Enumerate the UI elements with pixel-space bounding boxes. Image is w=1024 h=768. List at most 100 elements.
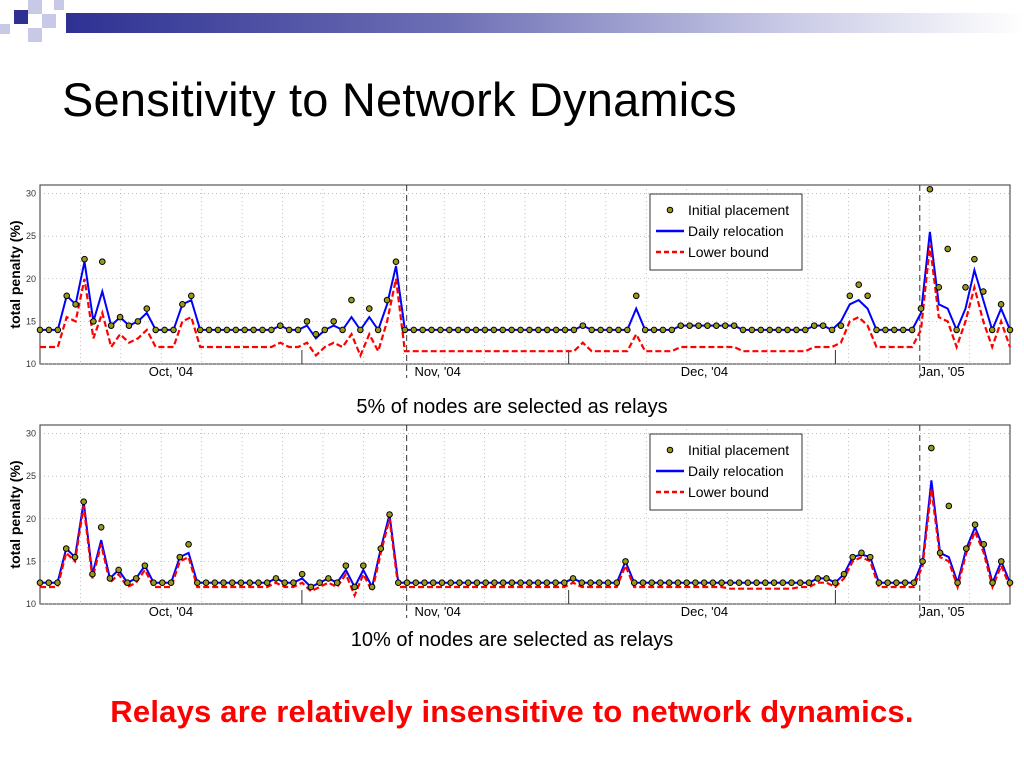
y-tick-label: 25 [26,471,36,481]
legend-entry: Lower bound [688,484,769,500]
series-initial-placement-point [748,326,756,334]
x-month-label: Jan, '05 [920,364,965,379]
series-initial-placement-point [410,326,418,334]
y-tick-label: 10 [26,359,36,369]
series-initial-placement-point [893,579,900,586]
series-initial-placement-point [481,326,489,334]
series-initial-placement-point [713,322,720,329]
series-initial-placement-point [796,579,804,586]
series-initial-placement-point [770,579,778,586]
series-initial-placement-point [437,326,444,334]
series-initial-placement-point [641,326,649,334]
series-initial-placement-point [604,579,612,586]
series-initial-placement-point [686,322,693,329]
series-initial-placement-point [632,292,640,300]
series-initial-placement-point [552,579,559,586]
series-initial-placement-point [793,326,800,334]
series-initial-placement-point [709,579,717,586]
series-initial-placement-point [587,579,594,586]
series-initial-placement-point [54,326,62,334]
series-initial-placement-point [232,326,240,334]
legend-entry: Lower bound [688,244,769,260]
series-initial-placement-point [935,283,943,291]
series-initial-placement-point [45,326,53,334]
series-initial-placement-point [81,255,88,263]
series-initial-placement-point [805,579,813,586]
series-initial-placement-point [1006,579,1014,586]
series-lower-bound-line [40,244,1012,359]
series-initial-placement-point [526,326,533,334]
series-initial-placement-point [526,579,533,586]
series-initial-placement-point [677,322,685,329]
series-initial-placement-point [428,326,435,334]
series-initial-placement-point [360,562,367,569]
series-initial-placement-point [891,326,898,334]
series-initial-placement-point [167,579,175,586]
chart-caption-10-percent: 10% of nodes are selected as relays [350,629,674,651]
series-initial-placement-point [692,579,699,586]
series-initial-placement-point [161,326,168,334]
series-initial-placement-point [831,579,839,586]
series-initial-placement-point [718,579,725,586]
series-initial-placement-point [721,322,729,329]
series-initial-placement-point [989,579,996,586]
series-initial-placement-point [152,326,159,334]
series-initial-placement-point [298,570,306,578]
x-month-label: Nov, '04 [415,604,461,619]
series-initial-placement-point [569,575,577,582]
series-initial-placement-point [193,579,201,586]
series-initial-placement-point [401,326,409,334]
series-initial-placement-point [840,570,848,578]
series-initial-placement-point [700,579,708,586]
series-initial-placement-point [179,301,186,308]
series-initial-placement-point [116,313,124,321]
plot-area [39,184,1011,365]
series-initial-placement-point [456,579,463,586]
y-tick-label: 20 [26,274,36,284]
series-initial-placement-point [864,292,871,300]
series-initial-placement-point [944,245,952,253]
series-initial-placement-point [472,326,480,334]
series-initial-placement-point [997,301,1005,308]
series-initial-placement-point [290,579,297,586]
chart-caption-5-percent: 5% of nodes are selected as relays [356,396,668,418]
series-initial-placement-point [143,305,151,312]
series-initial-placement-point [491,579,498,586]
series-initial-placement-point [419,326,426,334]
series-initial-placement-point [316,579,323,586]
series-initial-placement-point [223,326,231,334]
series-initial-placement-point [307,583,315,591]
series-initial-placement-point [846,292,854,300]
series-initial-placement-point [365,305,373,312]
series-initial-placement-point [394,579,402,586]
series-initial-placement-point [901,579,909,586]
series-initial-placement-point [988,326,996,334]
y-tick-label: 30 [26,189,36,199]
legend-entry: Daily relocation [688,463,784,479]
series-initial-placement-point [561,326,569,334]
series-initial-placement-point [962,283,969,291]
series-initial-placement-point [899,326,907,334]
series-initial-placement-point [597,326,604,334]
series-initial-placement-point [588,326,596,334]
series-initial-placement-point [552,326,560,334]
series-initial-placement-point [650,326,658,334]
series-initial-placement-point [953,326,960,334]
series-initial-placement-point [268,326,275,334]
y-tick-label: 15 [26,316,36,326]
series-initial-placement-point [159,579,166,586]
series-initial-placement-point [499,579,507,586]
series-initial-placement-point [928,444,935,452]
series-initial-placement-point [757,326,765,334]
series-initial-placement-point [971,521,979,529]
series-initial-placement-point [517,579,524,586]
legend-swatch-markers [666,446,674,454]
series-initial-placement-point [339,326,346,334]
series-initial-placement-point [917,305,925,312]
series-initial-placement-point [819,322,827,329]
series-initial-placement-point [695,322,702,329]
series-initial-placement-point [351,583,358,591]
series-initial-placement-point [176,553,184,561]
series-initial-placement-point [303,318,311,325]
series-initial-placement-point [837,322,845,329]
